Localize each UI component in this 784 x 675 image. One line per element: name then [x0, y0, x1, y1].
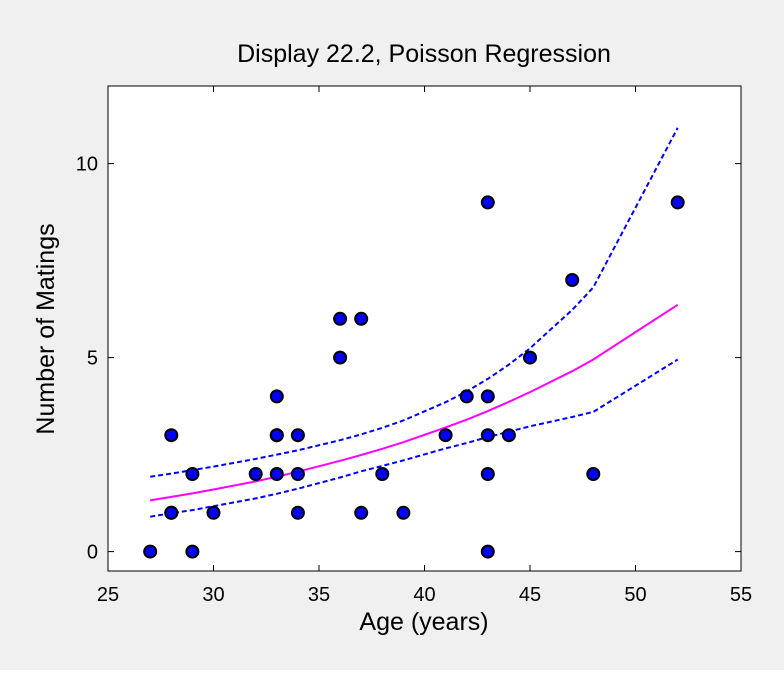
y-axis-ticks: 0 5 10 — [76, 154, 741, 564]
x-tick-label: 35 — [308, 584, 330, 606]
data-point — [248, 467, 263, 481]
data-point — [586, 467, 601, 481]
chart-title: Display 22.2, Poisson Regression — [237, 40, 611, 68]
data-point — [375, 467, 390, 481]
data-point — [290, 467, 305, 481]
x-axis-label: Age (years) — [359, 608, 488, 636]
data-point — [290, 505, 305, 520]
data-point — [333, 350, 348, 365]
data-point — [480, 428, 495, 443]
data-point — [354, 505, 369, 520]
data-point — [164, 505, 179, 520]
data-point — [290, 428, 305, 443]
data-point — [333, 311, 348, 326]
data-point — [185, 544, 200, 559]
upper-ci-line — [150, 127, 679, 478]
y-axis-label: Number of Matings — [32, 223, 60, 434]
data-point — [269, 467, 284, 481]
plot-area — [107, 85, 742, 572]
x-axis-ticks: 25 30 35 40 45 50 55 — [97, 86, 752, 606]
data-point — [206, 505, 221, 520]
data-point — [396, 505, 411, 520]
data-point — [523, 350, 537, 365]
x-tick-label: 25 — [97, 584, 119, 606]
data-point — [164, 428, 179, 443]
data-point — [480, 389, 495, 404]
data-point — [143, 544, 158, 559]
data-point — [565, 273, 580, 287]
data-point — [670, 195, 685, 210]
y-tick-label: 0 — [87, 542, 98, 564]
data-point — [480, 195, 495, 210]
x-tick-label: 45 — [519, 584, 541, 606]
data-point — [459, 389, 474, 404]
data-point — [501, 428, 516, 443]
data-point — [269, 428, 284, 443]
data-point — [354, 311, 369, 326]
x-tick-label: 30 — [202, 584, 224, 606]
x-tick-label: 55 — [730, 584, 752, 606]
fitted-mean-line — [150, 303, 679, 502]
data-point — [185, 467, 200, 481]
data-point — [269, 389, 284, 404]
y-tick-label: 5 — [87, 348, 98, 370]
data-points — [143, 195, 685, 559]
data-point — [480, 467, 495, 481]
y-tick-label: 10 — [76, 154, 98, 176]
x-tick-label: 40 — [413, 584, 435, 606]
data-point — [438, 428, 453, 443]
x-tick-label: 50 — [624, 584, 646, 606]
data-point — [480, 544, 495, 559]
